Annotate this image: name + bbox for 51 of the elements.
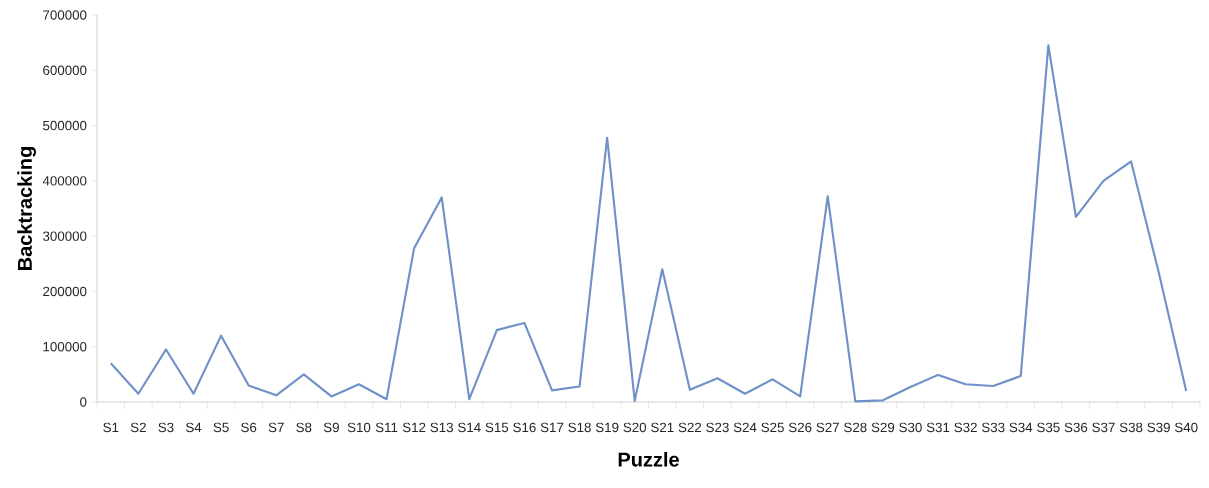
x-tick-label: S3 [158, 422, 174, 433]
y-tick-label: 100000 [43, 341, 87, 352]
x-tick-label: S36 [1064, 422, 1088, 433]
x-tick-label: S16 [513, 422, 536, 433]
x-tick-label: S20 [623, 422, 647, 433]
x-tick-label: S28 [844, 422, 867, 433]
x-tick-label: S35 [1037, 422, 1060, 433]
x-tick-label: S1 [103, 422, 119, 433]
x-tick-label: S22 [678, 422, 702, 433]
y-tick-label: 400000 [42, 176, 87, 186]
y-tick-label: 0 [80, 397, 87, 407]
x-tick-label: S34 [1009, 422, 1033, 433]
x-tick-label: S26 [788, 422, 812, 433]
x-tick-label: S12 [402, 422, 426, 433]
x-tick-label: S18 [568, 422, 591, 433]
y-tick-label: 200000 [43, 286, 87, 297]
x-tick-label: S14 [458, 422, 481, 433]
x-tick-label: S19 [595, 422, 619, 433]
y-tick-label: 600000 [43, 65, 87, 75]
x-tick-label: S32 [954, 422, 977, 433]
y-tick-label: 300000 [42, 231, 87, 241]
x-tick-label: S33 [981, 422, 1005, 433]
x-tick-label: S39 [1147, 422, 1170, 433]
x-tick-label: S24 [733, 422, 757, 433]
x-tick-label: S9 [323, 422, 339, 433]
y-tick-label: 500000 [43, 120, 87, 131]
x-tick-label: S5 [213, 422, 229, 433]
x-tick-label: S30 [899, 422, 922, 433]
y-tick-label: 700000 [43, 10, 87, 20]
x-tick-label: S29 [871, 422, 895, 433]
x-tick-label: S10 [347, 422, 371, 433]
x-tick-label: S4 [185, 422, 202, 433]
x-tick-label: S11 [375, 422, 398, 433]
x-tick-label: S17 [540, 422, 564, 433]
y-axis-title: Backtracking [17, 147, 36, 270]
x-tick-label: S38 [1119, 422, 1143, 433]
x-tick-label: S27 [816, 422, 839, 433]
x-tick-label: S13 [430, 422, 453, 433]
x-axis-title: Puzzle [618, 451, 679, 467]
x-tick-label: S31 [926, 422, 950, 433]
x-tick-label: S21 [651, 422, 674, 433]
x-tick-label: S37 [1092, 422, 1115, 433]
x-tick-label: S6 [241, 422, 257, 433]
x-tick-label: S7 [268, 422, 284, 433]
x-tick-label: S23 [706, 422, 729, 433]
line-series [109, 44, 1188, 403]
x-tick-label: S2 [130, 422, 146, 433]
x-tick-label: S25 [761, 422, 784, 433]
x-tick-label: S8 [296, 422, 312, 433]
x-tick-label: S15 [485, 422, 509, 433]
x-tick-label: S40 [1174, 422, 1198, 433]
